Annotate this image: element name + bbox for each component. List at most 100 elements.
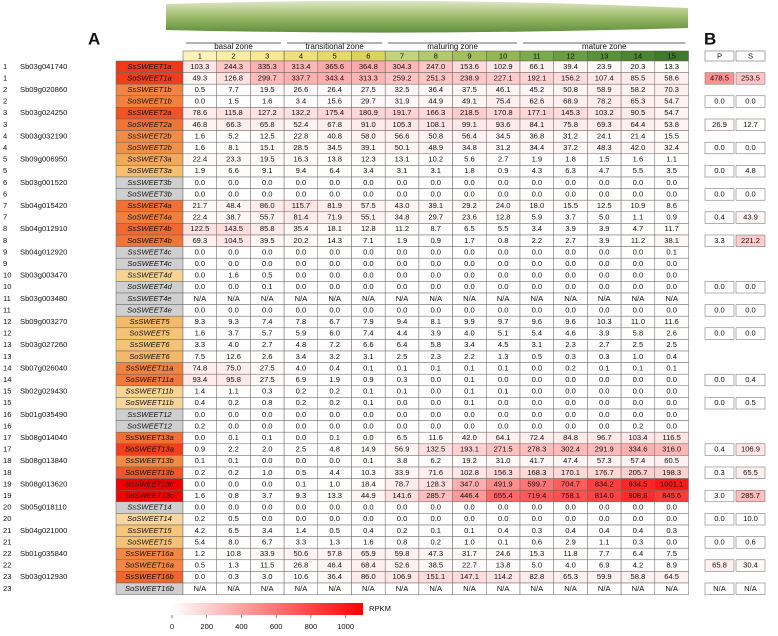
gene-name: SoSWEET12 bbox=[127, 421, 173, 430]
cell-value: 218.5 bbox=[460, 108, 479, 117]
column-number: 10 bbox=[499, 52, 507, 61]
cell-value: 0.9 bbox=[363, 375, 374, 384]
cell-value: N/A bbox=[362, 584, 376, 593]
cell-value: 655.4 bbox=[494, 491, 513, 500]
cell-value: 244.3 bbox=[224, 62, 243, 71]
cell-value: 85.8 bbox=[260, 224, 275, 233]
gene-name: SsSWEET3a bbox=[127, 155, 171, 164]
cell bbox=[735, 443, 766, 456]
cell-value: 12.6 bbox=[226, 352, 241, 361]
cell-value: 316.0 bbox=[662, 445, 681, 454]
cell-value: 6.9 bbox=[599, 561, 610, 570]
cell-value: 0.0 bbox=[565, 514, 576, 523]
cell bbox=[735, 559, 766, 572]
gene-name: SoSWEET13b bbox=[125, 468, 174, 477]
cell-value: 4.3 bbox=[532, 166, 543, 175]
cell-value: 106.9 bbox=[741, 445, 760, 454]
cell-value: 34.8 bbox=[395, 213, 410, 222]
cell-value: 36.4 bbox=[327, 572, 342, 581]
cell-value: 0.3 bbox=[565, 352, 576, 361]
cell-value: 6.5 bbox=[464, 224, 475, 233]
cell-value: 34.8 bbox=[462, 143, 477, 152]
cell-value: 0.0 bbox=[296, 305, 307, 314]
cell-value: 0.0 bbox=[195, 282, 206, 291]
row-index: 1 bbox=[3, 73, 7, 82]
cell-value: 192.1 bbox=[527, 73, 546, 82]
cell-value: 0.0 bbox=[666, 178, 677, 187]
cell bbox=[704, 327, 735, 340]
cell-value: 43.9 bbox=[743, 213, 758, 222]
cell bbox=[735, 513, 766, 526]
cell-value: 46.4 bbox=[327, 561, 342, 570]
cell-value: 24.0 bbox=[496, 201, 511, 210]
cell-value: 313.4 bbox=[291, 62, 310, 71]
cell-value: 2.0 bbox=[262, 445, 273, 454]
cell-value: 0.0 bbox=[599, 247, 610, 256]
cell-value: 4.8 bbox=[745, 166, 756, 175]
cell-value: 93.4 bbox=[192, 375, 207, 384]
cell-value: 0.0 bbox=[498, 259, 509, 268]
cell-value: 0.0 bbox=[633, 189, 644, 198]
row-index: 6 bbox=[3, 189, 7, 198]
cell-value: 31.9 bbox=[395, 97, 410, 106]
cell-value: 14.9 bbox=[361, 445, 376, 454]
cell-value: 0.0 bbox=[714, 189, 725, 198]
cell-value: 3.7 bbox=[565, 213, 576, 222]
gene-name: SoSWEET2a bbox=[127, 120, 172, 129]
cell-value: 0.0 bbox=[565, 247, 576, 256]
gene-name: SoSWEET16b bbox=[125, 584, 174, 593]
cell-value: 0.1 bbox=[464, 375, 475, 384]
cell-value: 0.3 bbox=[397, 375, 408, 384]
cell-value: 0.0 bbox=[498, 410, 509, 419]
cell-value: 0.0 bbox=[363, 421, 374, 430]
cell-value: 5.5 bbox=[633, 166, 644, 175]
cell-value: 4.7 bbox=[599, 166, 610, 175]
cell-value: 845.6 bbox=[662, 491, 681, 500]
row-index: 23 bbox=[3, 572, 11, 581]
cell-value: 1.9 bbox=[532, 155, 543, 164]
locus-id: Sb04g012920 bbox=[20, 247, 67, 256]
cell-value: 48.4 bbox=[226, 201, 241, 210]
cell-value: 4.2 bbox=[195, 526, 206, 535]
cell-value: 1.1 bbox=[666, 155, 677, 164]
cell-value: 2.7 bbox=[565, 236, 576, 245]
cell-value: 0.8 bbox=[397, 537, 408, 546]
cell-value: 132.2 bbox=[291, 108, 310, 117]
cell-value: 3.9 bbox=[599, 236, 610, 245]
cell-value: 0.0 bbox=[599, 189, 610, 198]
cell-value: 7.5 bbox=[195, 352, 206, 361]
locus-id: Sb07g026040 bbox=[20, 363, 67, 372]
cell-value: 3.4 bbox=[464, 340, 475, 349]
cell-value: 58.9 bbox=[597, 85, 612, 94]
cell-value: 3.4 bbox=[296, 97, 307, 106]
cell-value: 0.3 bbox=[714, 468, 725, 477]
cell-value: 15.3 bbox=[529, 549, 544, 558]
cell bbox=[704, 281, 735, 294]
cell-value: 0.0 bbox=[296, 514, 307, 523]
cell-value: 0.1 bbox=[464, 363, 475, 372]
cell-value: 20.3 bbox=[631, 62, 646, 71]
cell-value: 0.0 bbox=[498, 189, 509, 198]
cell-value: 22.4 bbox=[192, 213, 207, 222]
cell-value: 115.7 bbox=[292, 201, 310, 210]
cell-value: 47.3 bbox=[428, 549, 443, 558]
cell-value: 3.3 bbox=[714, 236, 725, 245]
gene-name: SoSWEET4d bbox=[127, 282, 173, 291]
cell-value: 758.1 bbox=[561, 491, 580, 500]
row-index: 21 bbox=[3, 526, 11, 535]
gene-name: SsSWEET4b bbox=[127, 224, 171, 233]
column-number: 7 bbox=[400, 52, 404, 61]
gene-name: SoSWEET4e bbox=[127, 305, 172, 314]
cell-value: 78.6 bbox=[192, 108, 207, 117]
cell-value: 0.0 bbox=[430, 189, 441, 198]
cell-value: 302.4 bbox=[561, 445, 580, 454]
cell-value: 0.3 bbox=[262, 387, 273, 396]
cell-value: 0.0 bbox=[397, 189, 408, 198]
cell-value: 4.5 bbox=[498, 340, 509, 349]
cell-value: 0.0 bbox=[714, 537, 725, 546]
cell-value: 48.9 bbox=[428, 143, 443, 152]
gene-name: SsSWEET15 bbox=[127, 526, 172, 535]
cell-value: 7.4 bbox=[363, 329, 374, 338]
cell-value: 0.0 bbox=[195, 410, 206, 419]
cell bbox=[735, 373, 766, 387]
